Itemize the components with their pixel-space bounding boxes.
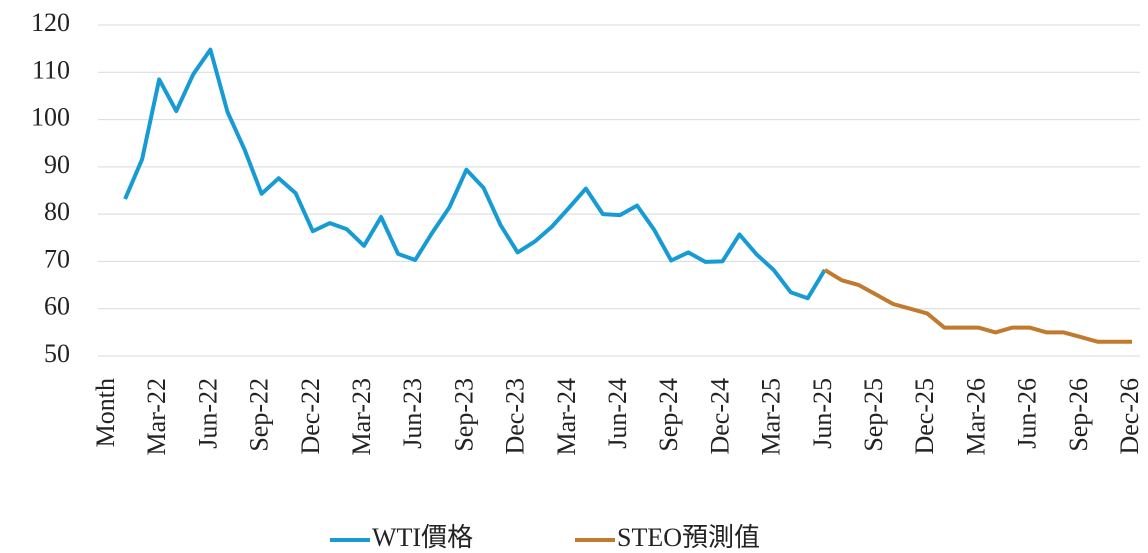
y-tick-label: 60 [44, 292, 70, 321]
x-tick-label: Jun-23 [398, 378, 427, 449]
x-tick-label: Mar-26 [961, 378, 990, 455]
x-tick-label: Dec-22 [296, 378, 325, 455]
x-tick-label: Jun-24 [603, 378, 632, 449]
legend-label: WTI價格 [372, 523, 473, 552]
x-tick-label: Mar-24 [552, 378, 581, 455]
y-tick-label: 110 [32, 55, 70, 84]
x-tick-label: Dec-26 [1115, 378, 1144, 455]
y-tick-label: 80 [44, 197, 70, 226]
x-tick-label: Mar-25 [757, 378, 786, 455]
data-line [823, 268, 1132, 344]
y-tick-label: 90 [44, 150, 70, 179]
x-tick-label: Month [91, 378, 120, 447]
x-tick-label: Mar-23 [347, 378, 376, 455]
y-tick-label: 70 [44, 244, 70, 273]
x-tick-label: Sep-24 [654, 378, 683, 452]
x-tick-label: Dec-25 [910, 378, 939, 455]
y-tick-label: 120 [31, 8, 70, 37]
x-tick-label: Jun-22 [193, 378, 222, 449]
y-tick-label: 50 [44, 339, 70, 368]
x-tick-label: Sep-26 [1064, 378, 1093, 452]
x-tick-label: Dec-23 [501, 378, 530, 455]
x-tick-label: Sep-22 [245, 378, 274, 452]
legend-label: STEO預測值 [617, 523, 760, 552]
x-tick-label: Mar-22 [142, 378, 171, 455]
x-tick-label: Sep-23 [449, 378, 478, 452]
x-tick-label: Jun-26 [1013, 378, 1042, 449]
data-line [123, 47, 827, 301]
x-tick-label: Jun-25 [808, 378, 837, 449]
x-tick-label: Dec-24 [705, 378, 734, 455]
y-tick-label: 100 [31, 103, 70, 132]
x-tick-label: Sep-25 [859, 378, 888, 452]
